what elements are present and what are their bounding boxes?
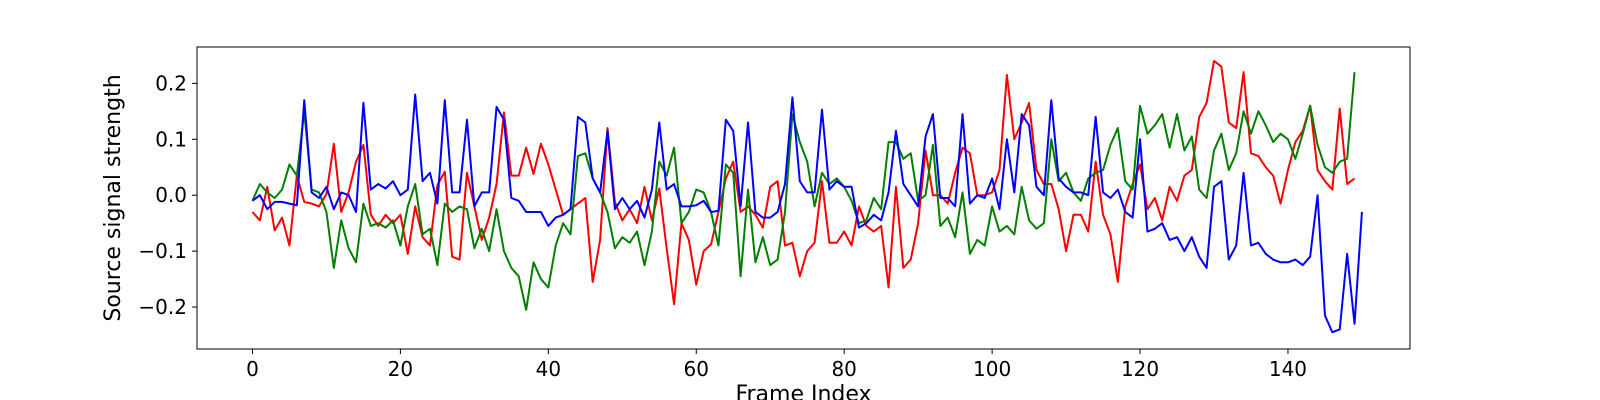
series-layer (251, 59, 1363, 334)
x-axis-label: Frame Index (735, 382, 871, 400)
x-tick-label: 60 (684, 357, 709, 381)
plot-area-frame (196, 46, 1411, 350)
x-tick-label: 140 (1269, 357, 1307, 381)
x-tick-label: 100 (973, 357, 1011, 381)
x-tick-label: 0 (246, 357, 259, 381)
x-tick-label: 80 (831, 357, 856, 381)
x-tick-label: 40 (536, 357, 561, 381)
y-tick-label: −0.1 (138, 239, 187, 263)
y-tick-label: 0.2 (155, 71, 187, 95)
y-axis-ticks: −0.2 −0.1 0.0 0.1 0.2 (138, 71, 197, 319)
y-tick-label: 0.1 (155, 127, 187, 151)
series-line-1 (251, 72, 1356, 311)
y-tick-label: 0.0 (155, 183, 187, 207)
series-line-2 (251, 93, 1363, 334)
x-tick-label: 20 (388, 357, 413, 381)
series-line-0 (251, 59, 1356, 306)
y-axis-label: Source signal strength (101, 74, 126, 321)
y-tick-label: −0.2 (138, 295, 187, 319)
x-axis-ticks: 0 20 40 60 80 100 120 140 (246, 349, 1307, 381)
x-tick-label: 120 (1121, 357, 1159, 381)
